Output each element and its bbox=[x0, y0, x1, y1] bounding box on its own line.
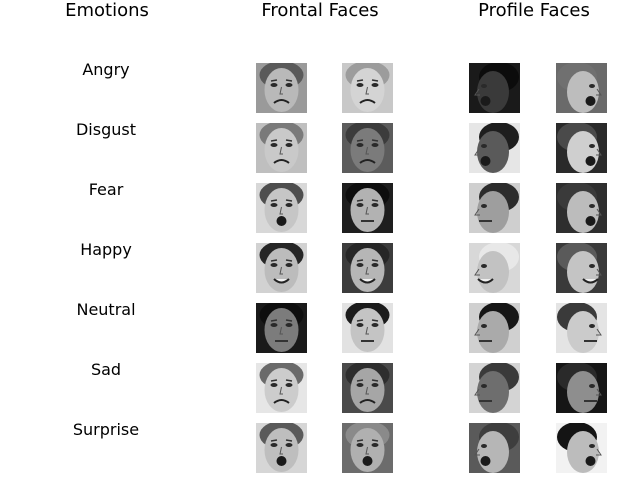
frontal-face-image bbox=[256, 123, 307, 173]
frontal-face-image bbox=[256, 363, 307, 413]
frontal-face-image bbox=[342, 303, 393, 353]
emotion-label: Surprise bbox=[72, 420, 140, 439]
frontal-face-image bbox=[342, 363, 393, 413]
frontal-face-image bbox=[256, 423, 307, 473]
frontal-face-image bbox=[342, 183, 393, 233]
profile-face-image bbox=[469, 303, 520, 353]
profile-face-image bbox=[469, 123, 520, 173]
emotion-label: Disgust bbox=[75, 120, 136, 139]
emotion-label: Happy bbox=[80, 240, 132, 259]
frontal-face-image bbox=[256, 183, 307, 233]
profile-face-image bbox=[556, 63, 607, 113]
frontal-face-image bbox=[256, 303, 307, 353]
frontal-face-image bbox=[342, 63, 393, 113]
col-header-frontal: Frontal Faces bbox=[261, 0, 379, 21]
frontal-face-image bbox=[256, 63, 307, 113]
frontal-face-image bbox=[342, 423, 393, 473]
emotion-label: Neutral bbox=[76, 300, 136, 319]
profile-face-image bbox=[556, 303, 607, 353]
profile-face-image bbox=[556, 243, 607, 293]
frontal-face-image bbox=[342, 243, 393, 293]
profile-face-image bbox=[556, 423, 607, 473]
profile-face-image bbox=[556, 363, 607, 413]
frontal-face-image bbox=[342, 123, 393, 173]
profile-face-image bbox=[469, 183, 520, 233]
col-header-emotions: Emotions bbox=[65, 0, 149, 21]
emotion-label: Fear bbox=[88, 180, 124, 199]
profile-face-image bbox=[469, 423, 520, 473]
profile-face-image bbox=[556, 123, 607, 173]
profile-face-image bbox=[556, 183, 607, 233]
profile-face-image bbox=[469, 243, 520, 293]
profile-face-image bbox=[469, 63, 520, 113]
profile-face-image bbox=[469, 363, 520, 413]
emotion-label: Sad bbox=[90, 360, 122, 379]
col-header-profile: Profile Faces bbox=[478, 0, 590, 21]
emotion-label: Angry bbox=[82, 60, 130, 79]
frontal-face-image bbox=[256, 243, 307, 293]
